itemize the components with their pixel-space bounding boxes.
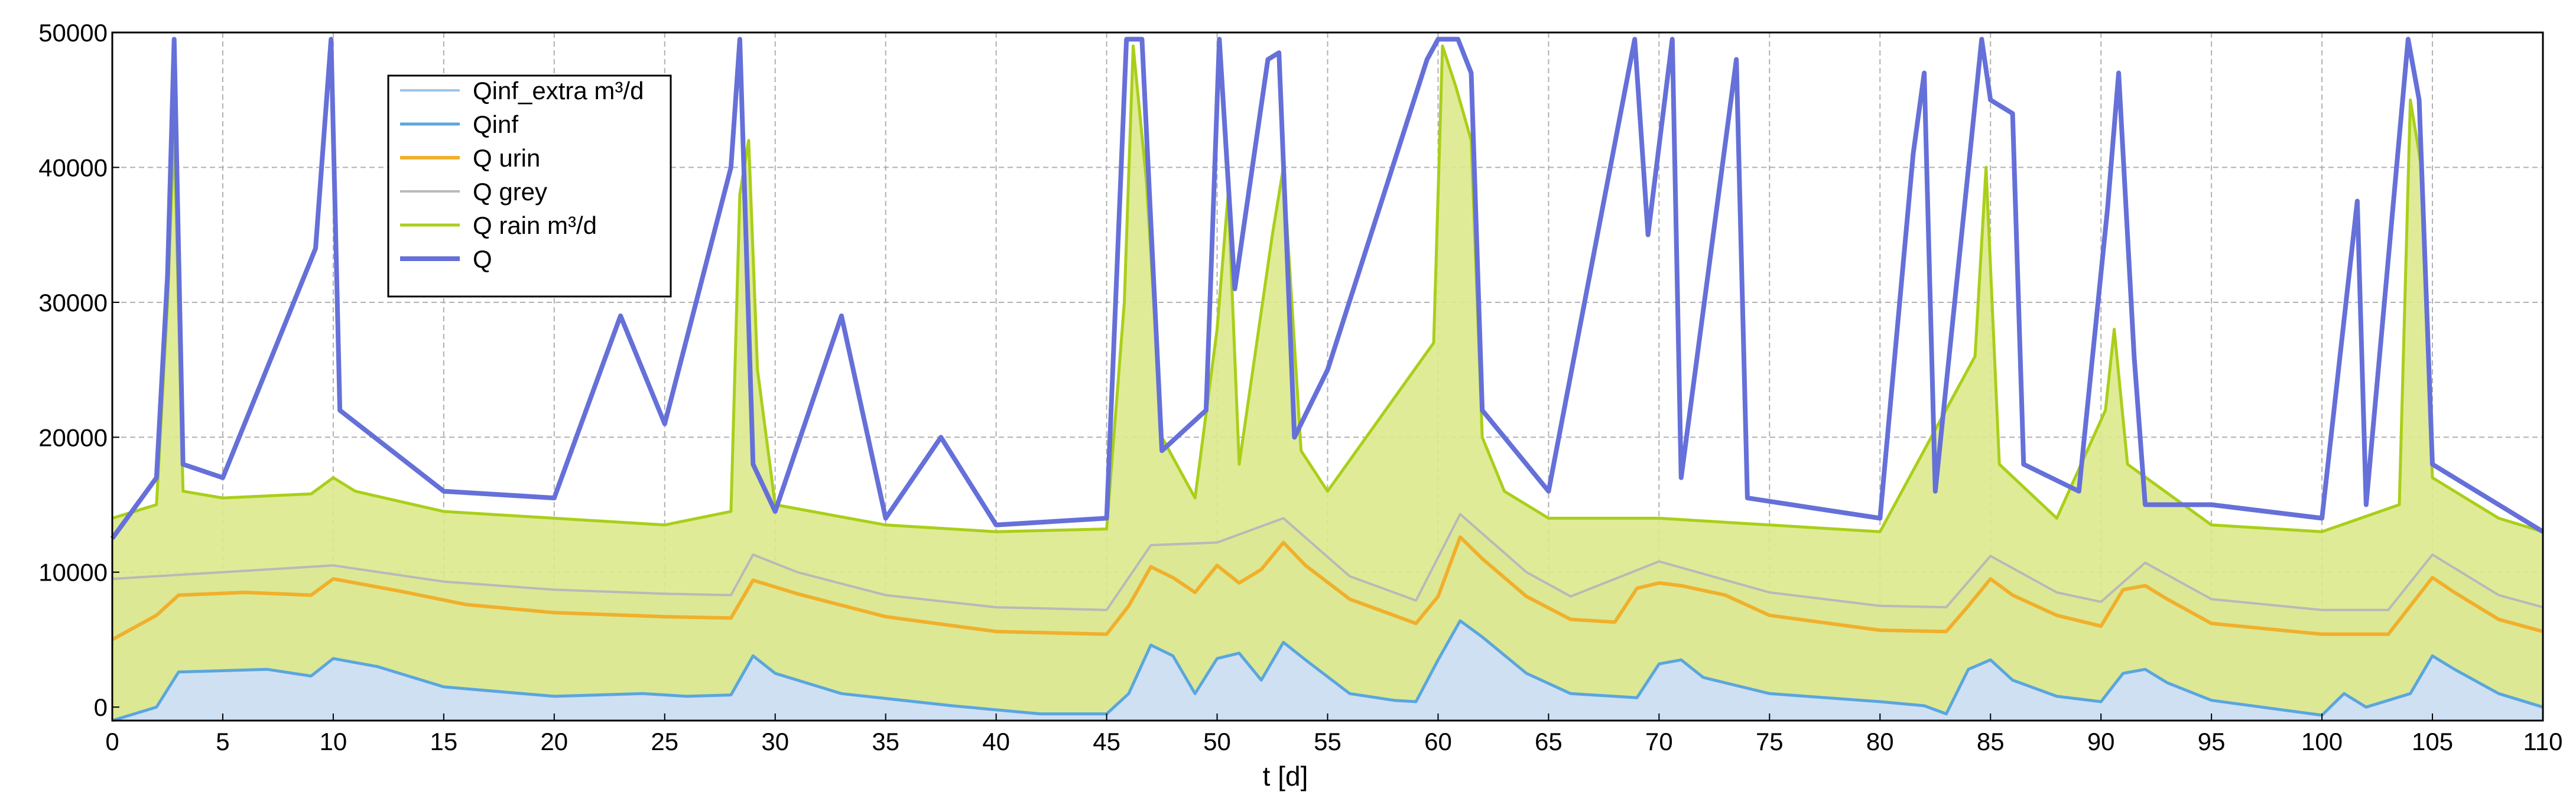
y-tick-label: 30000 [38, 289, 108, 317]
x-tick-label: 40 [982, 728, 1010, 755]
x-tick-label: 90 [2087, 728, 2115, 755]
series-line [112, 44, 2543, 533]
y-tick-label: 10000 [38, 559, 108, 587]
legend-label: Qinf_extra m³/d [473, 77, 644, 105]
legend: Qinf_extra m³/d Qinf Q urin Q grey Q rain m³… [387, 74, 672, 298]
x-tick-label: 70 [1645, 728, 1673, 755]
series-lines [110, 37, 2545, 722]
x-tick-label: 35 [872, 728, 899, 755]
x-tick-label: 80 [1866, 728, 1894, 755]
legend-label: Q rain m³/d [473, 211, 597, 239]
legend-label: Q grey [473, 178, 547, 206]
area-fill [112, 45, 2543, 721]
x-tick-label: 45 [1093, 728, 1120, 755]
x-tick-label: 60 [1424, 728, 1452, 755]
series-line [112, 619, 2543, 722]
x-tick-label: 75 [1756, 728, 1784, 755]
legend-label: Q urin [473, 144, 540, 172]
x-tick-label: 50 [1203, 728, 1231, 755]
y-tick-label: 20000 [38, 423, 108, 451]
x-tick-label: 110 [2523, 728, 2563, 755]
legend-label: Qinf [473, 110, 518, 138]
legend-label: Q [473, 245, 492, 273]
x-tick-label: 100 [2301, 728, 2343, 755]
axes: 0 5 10 15 20 25 30 35 40 45 50 55 60 65 70 75 80 85 90 95 10… [38, 19, 2562, 755]
series-line [110, 37, 2545, 540]
x-tick-label: 65 [1535, 728, 1563, 755]
series-line [111, 535, 2543, 641]
x-tick-label: 25 [651, 728, 678, 755]
x-tick-label: 5 [216, 728, 229, 755]
x-tick-label: 95 [2198, 728, 2226, 755]
y-tick-label: 40000 [38, 154, 108, 181]
x-axis-label: t [d] [1263, 761, 1308, 791]
x-tick-label: 55 [1314, 728, 1341, 755]
x-tick-label: 30 [761, 728, 789, 755]
x-tick-label: 0 [105, 728, 119, 755]
x-tick-label: 85 [1977, 728, 2005, 755]
y-tick-label: 50000 [38, 19, 108, 47]
x-tick-label: 105 [2412, 728, 2453, 755]
series-line [112, 513, 2543, 611]
x-tick-label: 15 [430, 728, 458, 755]
y-tick-label: 0 [94, 693, 108, 721]
x-tick-label: 20 [540, 728, 568, 755]
x-tick-label: 10 [320, 728, 347, 755]
